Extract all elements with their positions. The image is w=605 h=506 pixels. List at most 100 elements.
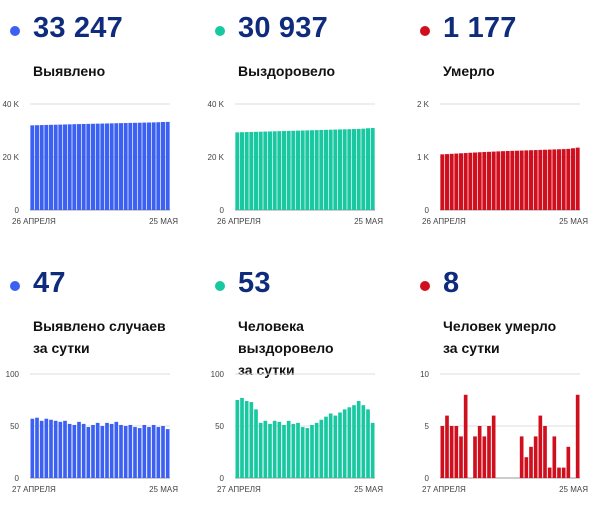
legend-dot-icon xyxy=(215,26,225,36)
y-tick-label: 5 xyxy=(425,422,430,431)
y-tick-label: 100 xyxy=(6,370,20,379)
panel-detected: 33 247 Выявлено 0 20 K 40 K 26 АПРЕЛЯ 25 МАЯ xyxy=(0,0,200,250)
bar xyxy=(123,123,128,210)
stat-value: 53 xyxy=(238,267,271,299)
bar xyxy=(142,122,147,210)
bar xyxy=(272,420,277,478)
bar xyxy=(473,152,477,210)
bar xyxy=(319,419,324,478)
stat-label-line: Выявлено xyxy=(33,63,106,79)
legend-dot-icon xyxy=(215,281,225,291)
stat-label-line: Человека выздоровело xyxy=(238,318,334,356)
bar xyxy=(477,152,482,210)
y-tick-label: 0 xyxy=(425,474,430,483)
y-tick-label: 20 K xyxy=(3,153,20,162)
panel-header: 30 937 Выздоровело xyxy=(205,0,405,100)
bar xyxy=(566,148,571,210)
bar xyxy=(366,409,370,478)
bar xyxy=(477,426,482,478)
bar xyxy=(449,153,454,210)
x-axis-start-label: 26 АПРЕЛЯ xyxy=(422,217,466,226)
bar xyxy=(35,417,39,478)
bar xyxy=(361,405,366,478)
bar xyxy=(39,420,44,478)
bar xyxy=(459,436,463,478)
bar xyxy=(296,422,300,478)
legend-dot-icon xyxy=(420,26,430,36)
bar xyxy=(72,424,77,478)
bar xyxy=(35,125,39,210)
panel-header: 8 Человек умерло за сутки xyxy=(410,255,605,356)
bar xyxy=(147,427,151,478)
panel-recovered-daily: 53 Человека выздоровело за сутки 0 50 100 27 А… xyxy=(205,255,405,505)
bar xyxy=(91,424,95,478)
x-axis-start-label: 27 АПРЕЛЯ xyxy=(12,485,56,494)
bar xyxy=(482,436,487,478)
bar xyxy=(296,130,300,210)
y-tick-label: 0 xyxy=(15,474,20,483)
bar xyxy=(235,400,240,478)
bar xyxy=(459,153,463,210)
bar xyxy=(491,415,496,478)
bar xyxy=(561,149,566,210)
bar xyxy=(249,402,254,478)
bar xyxy=(338,129,342,210)
bar xyxy=(515,150,519,210)
bar xyxy=(142,424,147,478)
x-axis-end-label: 25 МАЯ xyxy=(559,217,588,226)
bar xyxy=(370,422,375,478)
bar xyxy=(575,394,580,478)
bar xyxy=(254,409,258,478)
bar xyxy=(272,131,277,210)
stat-label-line: за сутки xyxy=(33,340,90,356)
bar xyxy=(240,132,244,210)
bar xyxy=(263,420,268,478)
bar xyxy=(77,124,81,210)
bar xyxy=(566,446,571,478)
panel-died: 1 177 Умерло 0 1 K 2 K 26 АПРЕЛЯ 25 МАЯ xyxy=(410,0,605,250)
bar xyxy=(449,426,454,478)
bar xyxy=(468,152,473,210)
bar xyxy=(571,148,575,210)
bar xyxy=(109,123,114,210)
bar xyxy=(352,405,356,478)
bar xyxy=(39,125,44,210)
bar xyxy=(356,401,361,478)
bar xyxy=(445,154,449,210)
bar-chart: 0 1 K 2 K 26 АПРЕЛЯ 25 МАЯ xyxy=(417,100,588,226)
bar xyxy=(300,427,305,478)
bar xyxy=(44,418,49,478)
y-tick-label: 1 K xyxy=(417,153,430,162)
stat-value: 1 177 xyxy=(443,12,517,44)
bar xyxy=(268,423,272,478)
bar xyxy=(277,131,282,210)
bar xyxy=(575,147,580,210)
x-axis-end-label: 25 МАЯ xyxy=(149,485,178,494)
bar xyxy=(445,415,449,478)
bar xyxy=(533,150,538,210)
bar xyxy=(67,423,72,478)
stat-label: Выявлено xyxy=(33,60,198,82)
bar xyxy=(356,128,361,210)
stat-label: Выявлено случаев за сутки xyxy=(33,315,198,359)
bar xyxy=(328,129,333,210)
bar-chart: 0 5 10 27 АПРЕЛЯ 25 МАЯ xyxy=(420,370,588,494)
bar xyxy=(137,122,142,210)
bar xyxy=(249,131,254,210)
bar xyxy=(487,426,491,478)
bar xyxy=(338,412,342,478)
bar xyxy=(324,129,328,210)
stat-label: Человек умерло за сутки xyxy=(443,315,605,359)
y-tick-label: 0 xyxy=(425,206,430,215)
bar xyxy=(538,415,543,478)
bar xyxy=(282,131,286,210)
bar xyxy=(533,436,538,478)
bar xyxy=(519,150,524,210)
stat-label: Выздоровело xyxy=(238,60,403,82)
x-axis-end-label: 25 МАЯ xyxy=(559,485,588,494)
y-tick-label: 50 xyxy=(215,422,224,431)
x-axis-start-label: 26 АПРЕЛЯ xyxy=(12,217,56,226)
bar xyxy=(95,123,100,210)
bar xyxy=(263,131,268,210)
bar xyxy=(91,123,95,210)
